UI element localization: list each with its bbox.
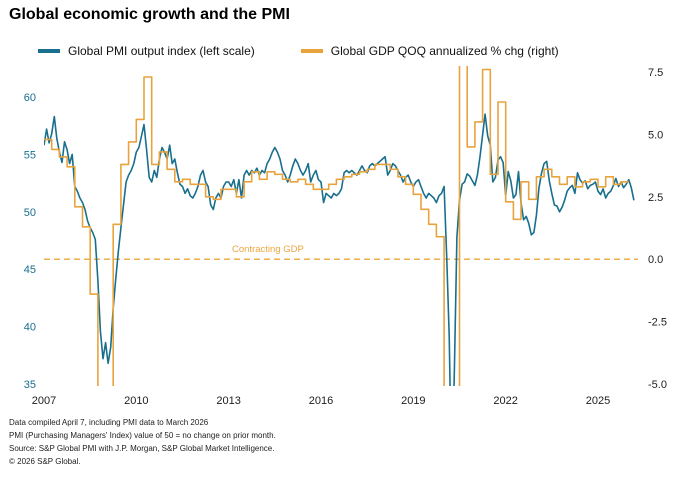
right-axis-tick: -5.0 [648, 379, 667, 391]
series-line-gdp [44, 66, 629, 386]
footnote-copyright: © 2026 S&P Global. [9, 457, 81, 466]
series-line-pmi [44, 113, 635, 386]
left-axis-tick: 60 [24, 92, 36, 104]
x-axis-tick: 2010 [124, 395, 148, 407]
legend-label-gdp: Global GDP QOQ annualized % chg (right) [330, 44, 559, 58]
legend-item-gdp: Global GDP QOQ annualized % chg (right) [300, 44, 559, 58]
chart-canvas: 35 40 45 50 55 60 -5.0 -2.5 0.0 2.5 5.0 7.5 2007 2010… [24, 66, 667, 407]
left-axis-labels: 35 40 45 50 55 60 [24, 92, 36, 391]
footnote-source: Source: S&P Global PMI with J.P. Morgan,… [9, 444, 275, 453]
chart-legend: Global PMI output index (left scale) Glo… [38, 44, 559, 58]
right-axis-tick: 5.0 [648, 129, 663, 141]
left-axis-tick: 55 [24, 149, 36, 161]
footnote-pmi-definition: PMI (Purchasing Managers' Index) value o… [9, 431, 276, 440]
left-axis-tick: 40 [24, 322, 36, 334]
legend-label-pmi: Global PMI output index (left scale) [68, 44, 255, 58]
left-axis-tick: 45 [24, 264, 36, 276]
right-axis-tick: 7.5 [648, 67, 663, 79]
left-axis-tick: 35 [24, 379, 36, 391]
right-axis-tick: 2.5 [648, 192, 663, 204]
x-axis-tick: 2013 [216, 395, 240, 407]
page-title: Global economic growth and the PMI [9, 6, 290, 23]
gdp-line-swatch-icon [300, 49, 323, 53]
x-axis-tick: 2022 [493, 395, 517, 407]
footnote-compiled: Data compiled April 7, including PMI dat… [9, 418, 209, 427]
x-axis-tick: 2016 [309, 395, 333, 407]
x-axis-tick: 2025 [586, 395, 610, 407]
left-axis-tick: 50 [24, 207, 36, 219]
contracting-gdp-annotation: Contracting GDP [232, 244, 304, 255]
x-axis-labels: 2007 2010 2013 2016 2019 2022 2025 [32, 395, 610, 407]
right-axis-labels: -5.0 -2.5 0.0 2.5 5.0 7.5 [648, 67, 667, 391]
chart-footnotes: Data compiled April 7, including PMI dat… [9, 416, 276, 468]
legend-item-pmi: Global PMI output index (left scale) [38, 44, 255, 58]
right-axis-tick: 0.0 [648, 254, 663, 266]
x-axis-tick: 2007 [32, 395, 56, 407]
right-axis-tick: -2.5 [648, 317, 667, 329]
x-axis-tick: 2019 [401, 395, 425, 407]
pmi-line-swatch-icon [38, 49, 60, 53]
